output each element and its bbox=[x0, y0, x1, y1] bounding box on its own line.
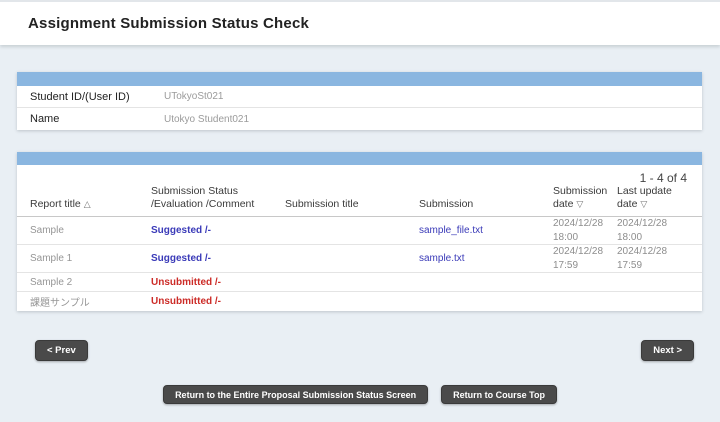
table-row: 課題サンプル Unsubmitted /- bbox=[17, 292, 702, 311]
table-header-row: Report title △ Submission Status /Evalua… bbox=[17, 183, 702, 217]
table-row: Sample 2 Unsubmitted /- bbox=[17, 273, 702, 292]
status-cell: Unsubmitted /- bbox=[151, 276, 221, 288]
student-id-label: Student ID/(User ID) bbox=[30, 90, 130, 103]
return-course-top-button[interactable]: Return to Course Top bbox=[441, 385, 557, 404]
table-row: Sample Suggested /- sample_file.txt 2024… bbox=[17, 217, 702, 245]
column-header-last-update-date[interactable]: Last update date ▽ bbox=[617, 184, 672, 210]
last-update-date-cell: 2024/12/28 17:59 bbox=[617, 246, 668, 271]
column-header-submission-date[interactable]: Submission date ▽ bbox=[553, 184, 608, 210]
submission-cell: sample_file.txt bbox=[419, 225, 553, 236]
submission-file-link[interactable]: sample.txt bbox=[419, 253, 465, 264]
status-cell: Unsubmitted /- bbox=[151, 296, 221, 307]
pagination-status: 1 - 4 of 4 bbox=[639, 171, 687, 185]
submission-date-cell: 2024/12/28 18:00 bbox=[553, 218, 604, 243]
prev-button[interactable]: < Prev bbox=[35, 340, 88, 361]
student-name-value: Utokyo Student021 bbox=[164, 113, 250, 125]
bottom-action-bar: Return to the Entire Proposal Submission… bbox=[0, 385, 720, 404]
next-button[interactable]: Next > bbox=[641, 340, 694, 361]
sort-desc-icon[interactable]: ▽ bbox=[640, 198, 648, 209]
column-header-submission: Submission bbox=[419, 197, 474, 210]
last-update-date-cell: 2024/12/28 18:00 bbox=[617, 218, 668, 243]
results-header-bar bbox=[17, 152, 702, 165]
table-row: Sample 1 Suggested /- sample.txt 2024/12… bbox=[17, 245, 702, 273]
column-header-status: Submission Status /Evaluation /Comment bbox=[151, 184, 255, 210]
sort-desc-icon[interactable]: ▽ bbox=[576, 198, 584, 209]
student-id-row: Student ID/(User ID) UTokyoSt021 bbox=[17, 86, 702, 108]
submission-file-link[interactable]: sample_file.txt bbox=[419, 225, 483, 236]
student-name-row: Name Utokyo Student021 bbox=[17, 108, 702, 130]
submission-date-cell: 2024/12/28 17:59 bbox=[553, 246, 604, 271]
student-name-label: Name bbox=[30, 113, 60, 125]
report-title-cell: Sample 1 bbox=[30, 253, 73, 264]
student-info-card: Student ID/(User ID) UTokyoSt021 Name Ut… bbox=[17, 72, 702, 130]
report-title-cell: Sample 2 bbox=[30, 276, 73, 288]
page-header: Assignment Submission Status Check bbox=[0, 0, 720, 45]
status-cell: Suggested /- bbox=[151, 253, 212, 264]
report-title-cell: 課題サンプル bbox=[30, 298, 90, 309]
student-id-value: UTokyoSt021 bbox=[164, 91, 224, 102]
status-cell: Suggested /- bbox=[151, 225, 212, 236]
submission-cell: sample.txt bbox=[419, 253, 553, 264]
column-header-report-title[interactable]: Report title △ bbox=[30, 197, 91, 210]
report-title-cell: Sample bbox=[30, 225, 64, 236]
sort-asc-icon[interactable]: △ bbox=[83, 198, 91, 209]
submission-status-card: 1 - 4 of 4 Report title △ Submission Sta… bbox=[17, 152, 702, 311]
student-info-header-bar bbox=[17, 72, 702, 86]
column-header-submission-title: Submission title bbox=[285, 197, 359, 210]
page-title: Assignment Submission Status Check bbox=[28, 15, 310, 32]
return-entire-status-button[interactable]: Return to the Entire Proposal Submission… bbox=[163, 385, 429, 404]
